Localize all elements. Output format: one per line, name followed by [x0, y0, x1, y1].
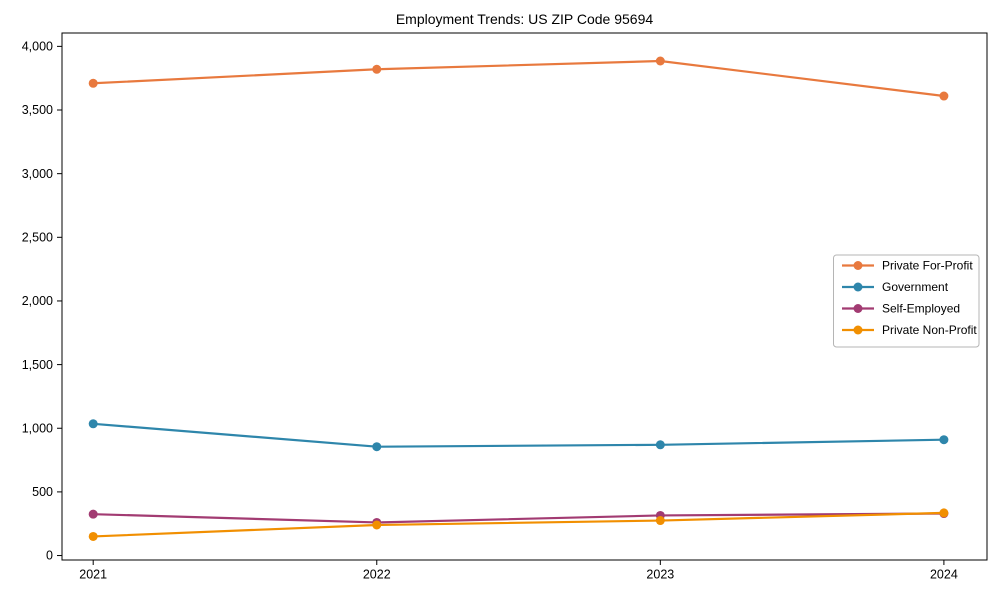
series-line-3 [92, 512, 945, 524]
legend-item-label: Private For-Profit [882, 259, 973, 273]
y-axis-tick-label: 0 [46, 549, 53, 563]
x-axis-tick-label: 2022 [363, 568, 391, 582]
data-point-marker [372, 64, 382, 74]
series-line-1 [92, 59, 945, 98]
data-point-marker [655, 516, 665, 526]
legend-item-label: Government [882, 280, 949, 294]
data-point-marker [655, 56, 665, 66]
y-axis-tick-label: 4,000 [22, 40, 53, 54]
series-line-4 [92, 511, 945, 538]
x-axis-tick-label: 2024 [930, 568, 958, 582]
data-point-marker [372, 520, 382, 530]
y-axis-tick-label: 3,500 [22, 103, 53, 117]
data-point-marker [939, 508, 949, 518]
legend-item-label: Private Non-Profit [882, 323, 977, 337]
legend-marker [853, 261, 863, 270]
legend-marker [853, 282, 863, 292]
data-point-marker [88, 78, 98, 88]
y-axis-tick-label: 500 [32, 485, 53, 499]
y-axis-tick-label: 3,000 [22, 167, 53, 181]
x-axis-tick-label: 2021 [79, 568, 107, 582]
legend-item-label: Self-Employed [882, 302, 960, 316]
plot-area: 0 500 1,000 1,500 2,000 2,500 3,000 3,500 4,000 2… [22, 32, 988, 582]
plot-frame [61, 32, 988, 561]
y-axis-tick-label: 2,000 [22, 294, 53, 308]
y-axis-tick-label: 1,500 [22, 358, 53, 372]
data-point-marker [939, 435, 949, 445]
data-point-marker [88, 419, 98, 429]
data-point-marker [88, 531, 98, 541]
legend-marker [853, 325, 863, 335]
legend-marker [853, 304, 863, 313]
data-point-marker [88, 509, 98, 519]
y-axis-tick-label: 2,500 [22, 231, 53, 245]
data-point-marker [655, 440, 665, 450]
y-axis-tick-label: 1,000 [22, 421, 53, 435]
data-point-marker [939, 91, 949, 101]
data-point-marker [372, 442, 382, 452]
x-axis-tick-label: 2023 [646, 568, 674, 582]
chart-title: Employment Trends: US ZIP Code 95694 [396, 11, 654, 27]
series-line-2 [92, 422, 945, 448]
legend-box [833, 254, 980, 348]
plot-background [62, 33, 987, 560]
